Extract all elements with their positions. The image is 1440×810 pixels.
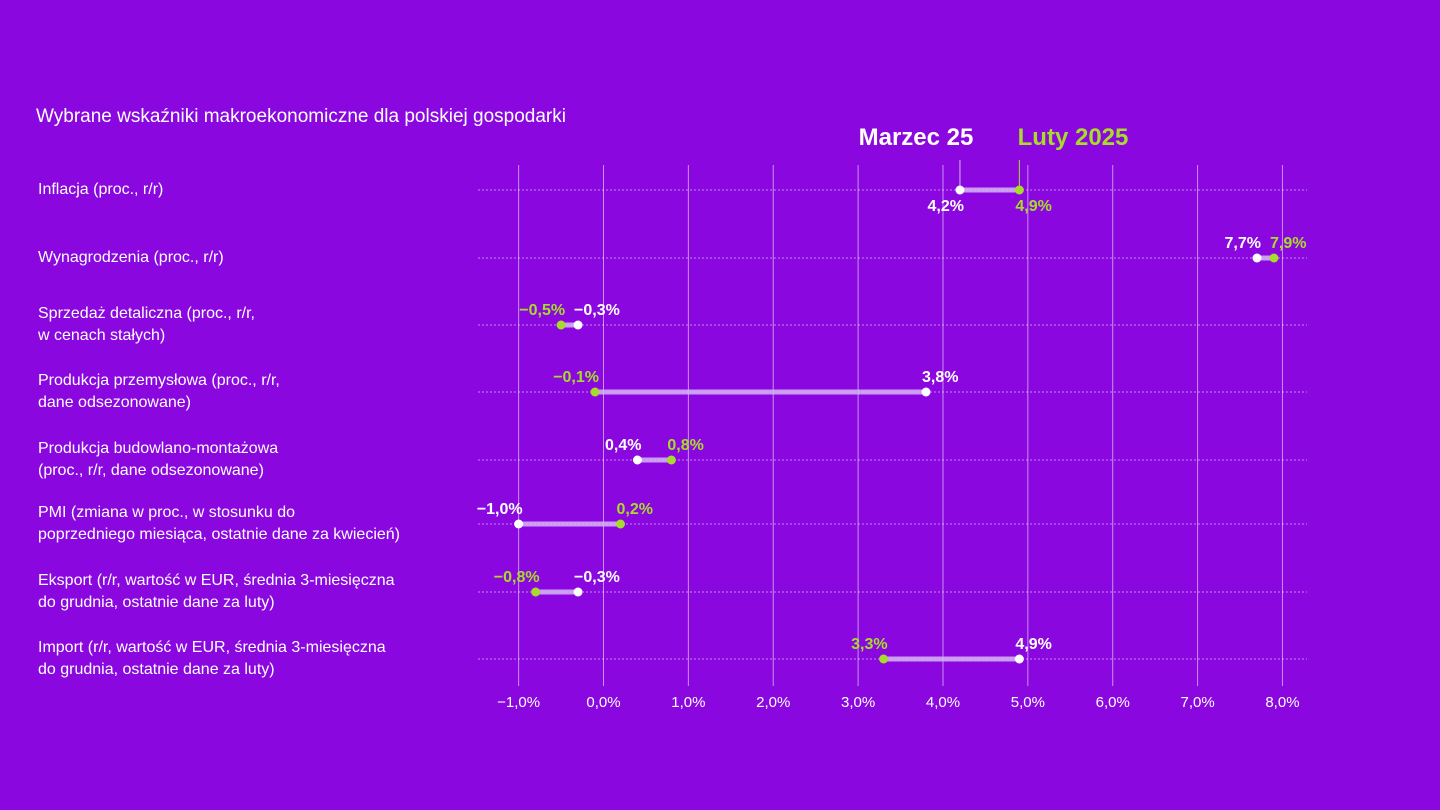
point-previous	[615, 519, 625, 529]
row-label: PMI (zmiana w proc., w stosunku do poprze…	[38, 502, 478, 546]
row-label-line: (proc., r/r, dane odsezonowane)	[38, 462, 264, 479]
row-label-line: Produkcja budowlano-montażowa	[38, 440, 279, 457]
data-label-previous: 7,9%	[1270, 235, 1306, 252]
data-label-previous: 4,9%	[1015, 198, 1051, 215]
data-label-previous: −0,1%	[553, 369, 599, 386]
row-label: Produkcja przemysłowa (proc., r/r, dane o…	[38, 370, 478, 414]
row-label-line: Sprzedaż detaliczna (proc., r/r,	[38, 305, 255, 322]
x-tick-label: 4,0%	[926, 694, 960, 711]
x-tick-label: 2,0%	[756, 694, 790, 711]
row-label: Import (r/r, wartość w EUR, średnia 3-mi…	[38, 637, 478, 681]
row-label: Inflacja (proc., r/r)	[38, 179, 478, 201]
data-label-current: 3,8%	[922, 369, 958, 386]
x-tick-label: 5,0%	[1011, 694, 1045, 711]
row-label-line: do grudnia, ostatnie dane za luty)	[38, 594, 275, 611]
row-label-line: Eksport (r/r, wartość w EUR, średnia 3-m…	[38, 572, 395, 589]
data-label-current: 4,9%	[1015, 636, 1051, 653]
point-current	[1252, 253, 1262, 263]
row-label-line: Wynagrodzenia (proc., r/r)	[38, 249, 224, 266]
x-tick-label: 3,0%	[841, 694, 875, 711]
point-previous	[879, 654, 889, 664]
x-tick-label: 1,0%	[671, 694, 705, 711]
legend-current: Marzec 25	[859, 124, 974, 151]
row-label-line: Inflacja (proc., r/r)	[38, 181, 164, 198]
data-label-current: −0,3%	[574, 569, 620, 586]
data-label-current: 4,2%	[927, 198, 963, 215]
row-label-line: poprzedniego miesiąca, ostatnie dane za …	[38, 526, 400, 543]
data-label-current: 7,7%	[1225, 235, 1261, 252]
row-label-line: dane odsezonowane)	[38, 394, 192, 411]
point-current	[921, 387, 931, 397]
row-label: Wynagrodzenia (proc., r/r)	[38, 247, 478, 269]
data-label-previous: −0,5%	[519, 302, 565, 319]
legend-previous: Luty 2025	[1018, 124, 1129, 151]
row-label-line: w cenach stałych)	[38, 327, 166, 344]
chart-title: Wybrane wskaźniki makroekonomiczne dla p…	[36, 106, 566, 127]
data-label-previous: 0,8%	[667, 437, 703, 454]
data-label-previous: −0,8%	[494, 569, 540, 586]
row-label: Sprzedaż detaliczna (proc., r/r, w cenach…	[38, 303, 478, 347]
data-label-previous: 0,2%	[616, 501, 652, 518]
point-current	[1014, 654, 1024, 664]
data-label-current: 0,4%	[605, 437, 641, 454]
point-previous	[590, 387, 600, 397]
x-tick-label: 6,0%	[1096, 694, 1130, 711]
row-label-line: do grudnia, ostatnie dane za luty)	[38, 661, 275, 678]
data-label-current: −0,3%	[574, 302, 620, 319]
point-current	[514, 519, 524, 529]
x-tick-label: 7,0%	[1180, 694, 1214, 711]
row-label: Produkcja budowlano-montażowa (proc., r/r…	[38, 438, 478, 482]
row-label-line: Produkcja przemysłowa (proc., r/r,	[38, 372, 280, 389]
point-current	[632, 455, 642, 465]
row-label-line: PMI (zmiana w proc., w stosunku do	[38, 504, 295, 521]
data-label-current: −1,0%	[477, 501, 523, 518]
point-previous	[556, 320, 566, 330]
point-previous	[1014, 185, 1024, 195]
point-previous	[531, 587, 541, 597]
row-label: Eksport (r/r, wartość w EUR, średnia 3-m…	[38, 570, 478, 614]
point-previous	[1269, 253, 1279, 263]
point-current	[955, 185, 965, 195]
row-label-line: Import (r/r, wartość w EUR, średnia 3-mi…	[38, 639, 386, 656]
x-tick-label: 0,0%	[586, 694, 620, 711]
x-tick-label: 8,0%	[1265, 694, 1299, 711]
point-previous	[666, 455, 676, 465]
x-tick-label: −1,0%	[497, 694, 540, 711]
point-current	[573, 320, 583, 330]
data-label-previous: 3,3%	[851, 636, 887, 653]
point-current	[573, 587, 583, 597]
